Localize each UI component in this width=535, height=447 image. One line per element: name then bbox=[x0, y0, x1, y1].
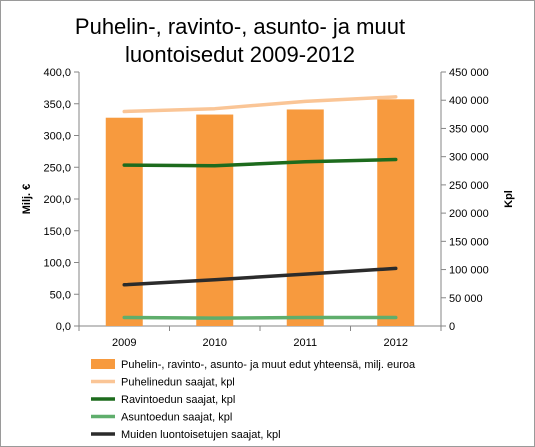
legend-label-bar: Puhelin-, ravinto-, asunto- ja muut edut… bbox=[121, 359, 416, 371]
y-left-axis-title: Milj. € bbox=[21, 184, 33, 215]
y-right-tick-label: 0 bbox=[449, 321, 455, 333]
x-tick-label: 2010 bbox=[203, 337, 227, 349]
legend-item-line-3: Asuntoedun saajat, kpl bbox=[91, 412, 232, 424]
series-line-2 bbox=[122, 157, 398, 168]
y-left-tick-label: 100,0 bbox=[43, 258, 71, 270]
legend: Puhelin-, ravinto-, asunto- ja muut edut… bbox=[91, 359, 416, 441]
y-right-tick-label: 450 000 bbox=[449, 67, 489, 79]
chart-title: Puhelin-, ravinto-, asunto- ja muut luon… bbox=[75, 14, 405, 67]
y-right-tick-label: 200 000 bbox=[449, 208, 489, 220]
y-right-tick-label: 400 000 bbox=[449, 95, 489, 107]
chart-title-line-2: luontoisedut 2009-2012 bbox=[125, 42, 355, 67]
legend-item-line-2: Ravintoedun saajat, kpl bbox=[91, 394, 235, 406]
x-tick-label: 2012 bbox=[384, 337, 408, 349]
y-right-tick-label: 300 000 bbox=[449, 152, 489, 164]
legend-label-line-1: Puhelinedun saajat, kpl bbox=[121, 377, 235, 389]
y-right-tick-label: 350 000 bbox=[449, 123, 489, 135]
y-left-tick-label: 50,0 bbox=[50, 289, 71, 301]
y-left-tick-label: 300,0 bbox=[43, 131, 71, 143]
legend-label-line-2: Ravintoedun saajat, kpl bbox=[121, 394, 235, 406]
y-left-tick-label: 400,0 bbox=[43, 67, 71, 79]
series-line-3 bbox=[122, 315, 398, 320]
y-right-tick-label: 250 000 bbox=[449, 180, 489, 192]
legend-item-bar: Puhelin-, ravinto-, asunto- ja muut edut… bbox=[91, 359, 416, 371]
x-tick-label: 2009 bbox=[112, 337, 136, 349]
y-left-tick-label: 350,0 bbox=[43, 99, 71, 111]
bar-2010 bbox=[196, 114, 234, 326]
y-right-tick-label: 100 000 bbox=[449, 265, 489, 277]
y-left-tick-label: 0,0 bbox=[56, 321, 71, 333]
series-line-4 bbox=[122, 266, 398, 287]
x-tick-label: 2011 bbox=[293, 337, 317, 349]
y-left-tick-label: 250,0 bbox=[43, 162, 71, 174]
y-right-tick-label: 150 000 bbox=[449, 236, 489, 248]
y-left-tick-label: 200,0 bbox=[43, 194, 71, 206]
bar-2009 bbox=[105, 117, 143, 326]
plot-area: 0,0 50,0 100,0 150,0 200,0 250,0 300,0 350,0 400… bbox=[43, 67, 488, 349]
legend-item-line-1: Puhelinedun saajat, kpl bbox=[91, 377, 235, 389]
y-left-tick-label: 150,0 bbox=[43, 226, 71, 238]
legend-item-line-4: Muiden luontoisetujen saajat, kpl bbox=[91, 429, 281, 441]
chart-title-line-1: Puhelin-, ravinto-, asunto- ja muut bbox=[75, 14, 405, 39]
y-right-axis-title: Kpl bbox=[503, 190, 515, 208]
series-line-1 bbox=[122, 95, 398, 114]
legend-swatch-bar bbox=[91, 359, 115, 369]
y-right-tick-label: 50 000 bbox=[449, 293, 483, 305]
legend-label-line-3: Asuntoedun saajat, kpl bbox=[121, 412, 232, 424]
legend-label-line-4: Muiden luontoisetujen saajat, kpl bbox=[121, 429, 281, 441]
bar-2011 bbox=[286, 109, 324, 326]
bar-2012 bbox=[377, 99, 415, 327]
